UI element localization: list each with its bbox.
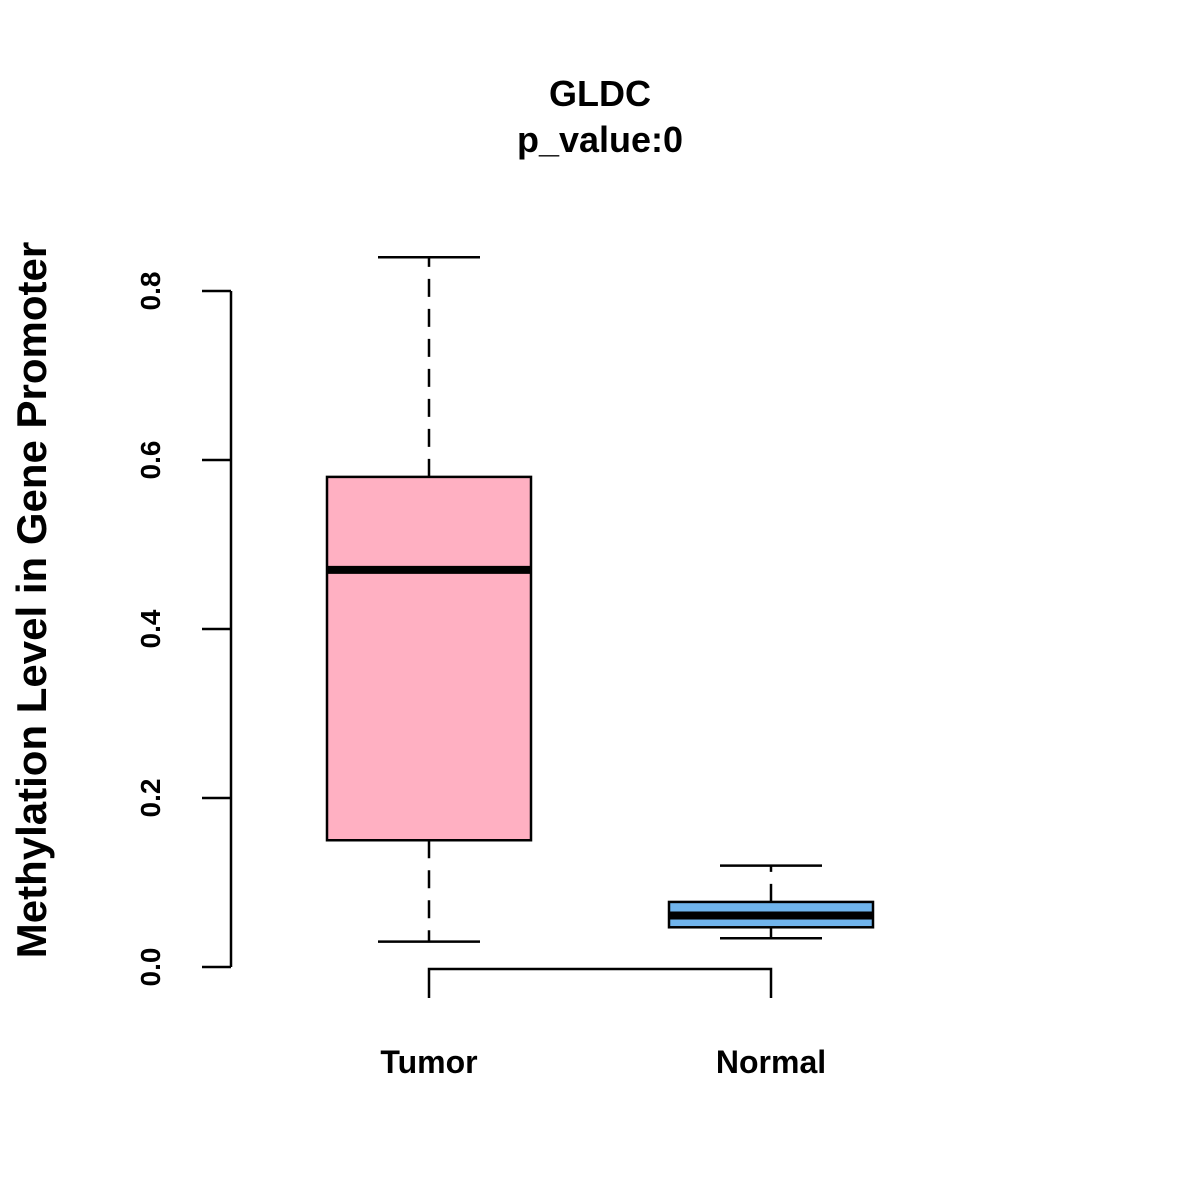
y-axis-label: Methylation Level in Gene Promoter [8, 242, 55, 958]
y-tick-label-0: 0.0 [135, 948, 166, 987]
y-tick-label-2: 0.4 [135, 609, 166, 648]
plot-area: 0.0 0.2 0.4 0.6 0.8 Tumor Normal [135, 255, 875, 1080]
chart-title: GLDC [549, 73, 651, 114]
tumor-box [325, 475, 533, 842]
chart-subtitle: p_value:0 [517, 119, 683, 160]
normal-category-label: Normal [716, 1044, 826, 1080]
y-tick-label-4: 0.8 [135, 272, 166, 311]
y-tick-label-3: 0.6 [135, 441, 166, 480]
y-tick-label-1: 0.2 [135, 779, 166, 818]
comparison-bracket [427, 967, 773, 998]
tumor-category-label: Tumor [380, 1044, 477, 1080]
